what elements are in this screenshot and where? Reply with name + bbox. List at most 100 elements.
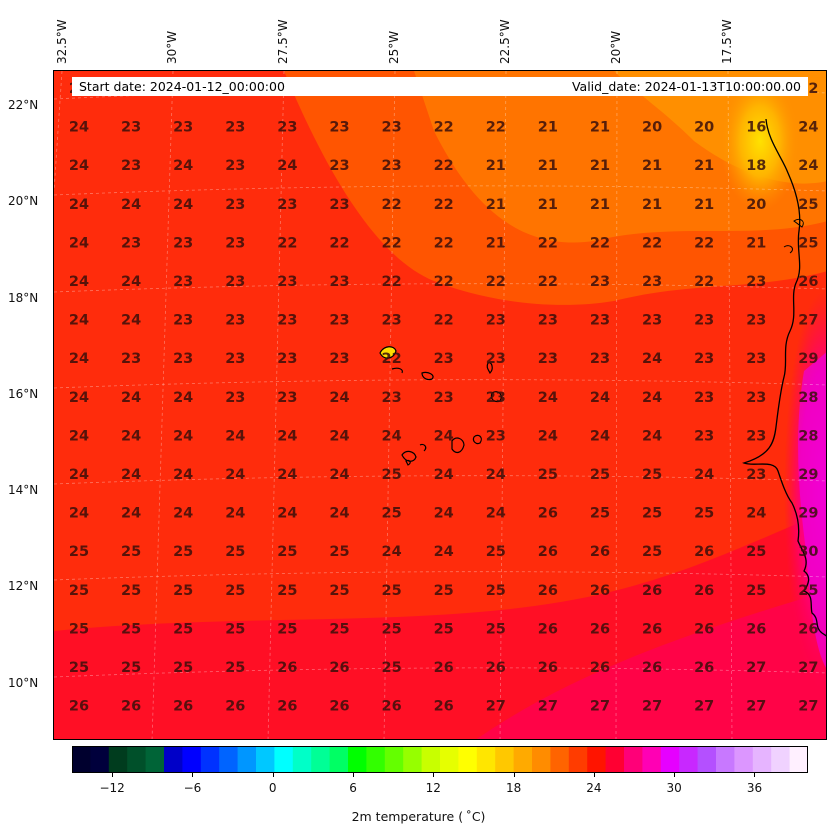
colorbar-cell [495, 746, 515, 773]
grid-value: 25 [746, 583, 766, 599]
grid-value: 24 [69, 274, 89, 290]
grid-value: 26 [173, 699, 193, 715]
colorbar-cell [771, 746, 791, 773]
colorbar-cell [348, 746, 367, 773]
grid-value: 26 [746, 621, 766, 637]
colorbar-cell [164, 746, 183, 773]
grid-value: 22 [277, 235, 297, 251]
coastline-detail-2 [783, 245, 793, 254]
grid-value: 23 [225, 313, 245, 329]
grid-value: 23 [486, 351, 506, 367]
grid-value: 23 [382, 390, 402, 406]
colorbar-cell [642, 746, 662, 773]
colorbar-tick-label: 30 [666, 781, 682, 795]
grid-value: 26 [642, 660, 662, 676]
grid-value: 23 [225, 274, 245, 290]
grid-value: 24 [121, 467, 141, 483]
grid-value: 25 [642, 467, 662, 483]
colorbar-tick-label: 6 [349, 781, 357, 795]
colorbar-title: 2m temperature ( ˚C) [351, 809, 486, 824]
grid-value: 22 [434, 235, 454, 251]
grid-value: 21 [538, 197, 558, 213]
colorbar-tick-mark [754, 773, 756, 777]
grid-value: 21 [486, 197, 506, 213]
grid-value: 25 [173, 660, 193, 676]
colorbar-cell [274, 746, 294, 773]
grid-value: 22 [642, 235, 662, 251]
grid-value: 24 [121, 313, 141, 329]
grid-value: 24 [486, 506, 506, 522]
grid-value: 20 [746, 197, 766, 213]
grid-value: 23 [694, 428, 714, 444]
grid-value: 27 [538, 699, 558, 715]
grid-value: 25 [277, 621, 297, 637]
grid-value: 21 [590, 158, 610, 174]
grid-value: 25 [694, 506, 714, 522]
grid-value: 21 [642, 158, 662, 174]
grid-value: 25 [382, 660, 402, 676]
grid-value: 25 [434, 621, 454, 637]
colorbar-tick-mark [513, 773, 515, 777]
grid-value: 24 [121, 274, 141, 290]
grid-value: 26 [694, 583, 714, 599]
grid-value: 22 [538, 274, 558, 290]
grid-value: 22 [590, 235, 610, 251]
colorbar-cell [550, 746, 570, 773]
grid-value: 26 [434, 660, 454, 676]
grid-value: 25 [121, 621, 141, 637]
grid-value: 26 [694, 660, 714, 676]
grid-value: 26 [121, 699, 141, 715]
grid-value: 29 [798, 467, 818, 483]
colorbar-cell [476, 746, 496, 773]
grid-value: 25 [382, 621, 402, 637]
grid-value: 24 [173, 197, 193, 213]
grid-value: 23 [329, 313, 349, 329]
grid-value: 23 [694, 390, 714, 406]
grid-value: 23 [225, 351, 245, 367]
grid-value: 24 [329, 467, 349, 483]
grid-value: 16 [746, 120, 766, 136]
colorbar-cell [182, 746, 202, 773]
grid-value: 23 [590, 351, 610, 367]
grid-value: 24 [434, 428, 454, 444]
grid-value: 24 [69, 506, 89, 522]
date-header-bar: Start date: 2024-01-12_00:00:00 Valid_da… [72, 77, 808, 96]
colorbar-cell [697, 746, 717, 773]
grid-value: 22 [434, 313, 454, 329]
grid-value: 24 [434, 467, 454, 483]
grid-value: 23 [746, 274, 766, 290]
colorbar-tick-label: −12 [99, 781, 125, 795]
grid-value: 24 [173, 158, 193, 174]
grid-value: 23 [225, 390, 245, 406]
colorbar-tick-mark [433, 773, 435, 777]
grid-value: 25 [173, 621, 193, 637]
colorbar [72, 746, 808, 773]
grid-value: 26 [225, 699, 245, 715]
grid-value: 22 [329, 235, 349, 251]
grid-value: 23 [225, 158, 245, 174]
grid-value: 23 [277, 197, 297, 213]
colorbar-cell [72, 746, 91, 773]
colorbar-tick-label: 36 [746, 781, 763, 795]
cape-verde-islands [379, 346, 502, 466]
colorbar-cell [752, 746, 772, 773]
grid-value: 24 [277, 158, 297, 174]
grid-value: 24 [121, 390, 141, 406]
grid-value: 24 [590, 428, 610, 444]
grid-value: 25 [434, 583, 454, 599]
grid-value: 24 [121, 197, 141, 213]
grid-value: 20 [642, 120, 662, 136]
grid-value: 24 [746, 506, 766, 522]
grid-value: 26 [590, 583, 610, 599]
grid-value: 26 [329, 699, 349, 715]
grid-value: 26 [538, 544, 558, 560]
grid-value: 25 [69, 583, 89, 599]
grid-value: 23 [538, 313, 558, 329]
grid-value: 27 [798, 313, 818, 329]
coastline-detail [793, 218, 804, 228]
grid-value: 24 [642, 428, 662, 444]
map-panel[interactable]: 23 23 23 23 23 23 23 23 22 22 21 21 21 21 22 24 23 23 23 23… [53, 70, 827, 740]
grid-value: 24 [277, 428, 297, 444]
colorbar-cell [403, 746, 423, 773]
grid-value: 27 [798, 699, 818, 715]
